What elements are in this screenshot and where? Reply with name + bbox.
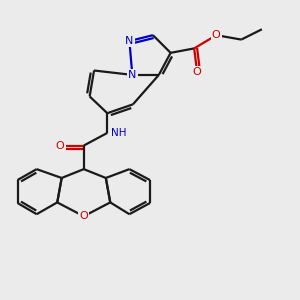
Text: O: O xyxy=(193,67,202,77)
Text: NH: NH xyxy=(111,128,126,138)
Text: O: O xyxy=(56,141,64,151)
Text: O: O xyxy=(80,211,88,221)
Text: O: O xyxy=(212,30,220,40)
Text: N: N xyxy=(128,70,136,80)
Text: N: N xyxy=(125,36,134,46)
